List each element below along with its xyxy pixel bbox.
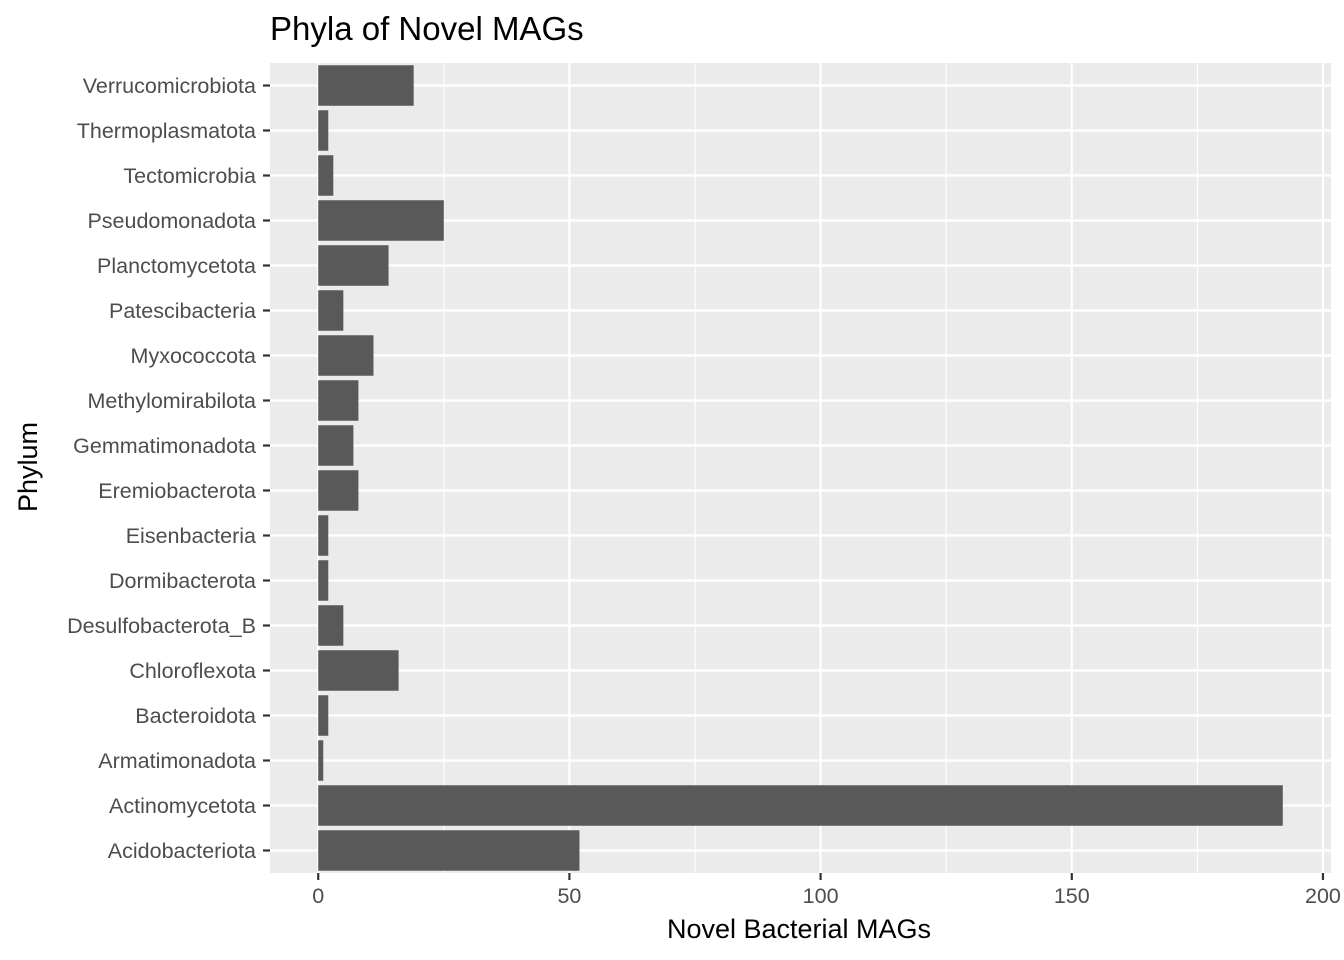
bar [318,335,374,376]
x-axis-ticks: 0 50 100 150 200 [312,873,1341,908]
plot-panel [270,63,1331,873]
y-tick-label: Thermoplasmatota [77,119,256,143]
chart-title: Phyla of Novel MAGs [270,10,584,47]
bar [318,245,389,286]
y-tick-label: Methylomirabilota [88,389,257,413]
bar [318,470,359,511]
bar [318,110,329,151]
y-tick-label: Chloroflexota [129,659,256,683]
y-tick-label: Eisenbacteria [126,524,256,548]
y-axis-ticks: Acidobacteriota Actinomycetota Armatimonad… [67,74,270,863]
y-tick-label: Eremiobacterota [98,479,256,503]
bar [318,155,334,196]
x-tick-label: 200 [1305,884,1341,908]
y-tick-label: Patescibacteria [109,299,256,323]
bar [318,695,329,736]
y-tick-label: Armatimonadota [98,749,256,773]
bar [318,560,329,601]
y-tick-label: Planctomycetota [97,254,256,278]
grid-lines [270,63,1331,873]
bars [318,65,1283,871]
x-axis-title: Novel Bacterial MAGs [667,914,931,944]
x-tick-label: 50 [557,884,581,908]
y-tick-label: Pseudomonadota [87,209,256,233]
bar [318,425,354,466]
y-tick-label: Desulfobacterota_B [67,614,256,638]
bar [318,290,344,331]
bar [318,515,329,556]
y-tick-label: Myxococcota [131,344,257,368]
y-tick-label: Verrucomicrobiota [83,74,256,98]
bar [318,785,1283,826]
x-tick-label: 150 [1054,884,1090,908]
y-tick-label: Actinomycetota [109,794,256,818]
y-tick-label: Tectomicrobia [123,164,256,188]
bar [318,650,399,691]
bar [318,605,344,646]
bar [318,200,444,241]
x-tick-label: 100 [803,884,839,908]
y-tick-label: Gemmatimonadota [73,434,256,458]
x-tick-label: 0 [312,884,324,908]
y-tick-label: Dormibacterota [109,569,256,593]
y-axis-title: Phylum [13,422,43,512]
bar [318,830,580,871]
bar [318,740,324,781]
y-tick-label: Bacteroidota [135,704,256,728]
y-tick-label: Acidobacteriota [108,839,256,863]
bar [318,65,414,106]
bar [318,380,359,421]
